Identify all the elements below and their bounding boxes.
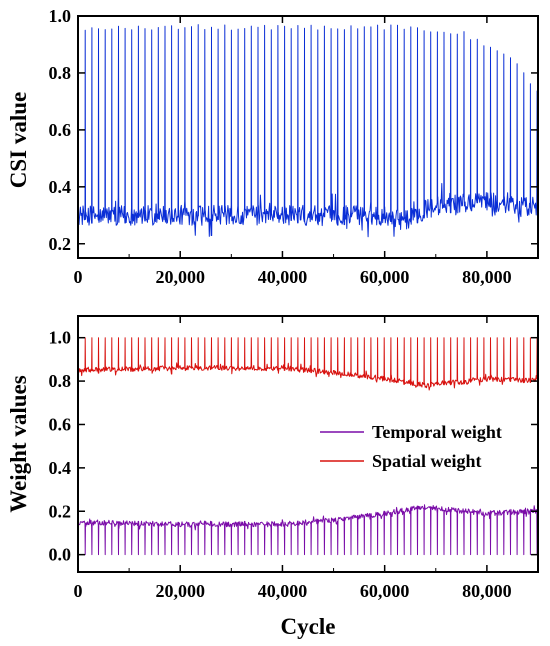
csi-ticks: 0 20,000 40,000 60,000 80,000 0.2 0.4 0.6 0.8 1.0 — [49, 6, 538, 287]
series-line-temporal-weight — [78, 504, 538, 556]
legend-label: Temporal weight — [372, 422, 502, 442]
csi-plot-frame — [77, 15, 539, 259]
x-tick-label: 0 — [74, 267, 83, 287]
csi-series-layer — [78, 24, 538, 238]
y-tick-label: 0.6 — [49, 414, 72, 434]
weight-y-axis-label: Weight values — [6, 375, 31, 512]
x-tick-label: 60,000 — [360, 581, 410, 601]
weight-chart: 0 20,000 40,000 60,000 80,000 0.0 0.2 0.4 0.6 0.8… — [6, 315, 539, 639]
y-tick-label: 0.2 — [49, 234, 72, 254]
x-tick-label: 0 — [74, 581, 83, 601]
series-line-csi — [78, 24, 538, 238]
weight-legend: Temporal weight Spatial weight — [320, 422, 502, 471]
weight-x-axis-label: Cycle — [281, 614, 336, 639]
csi-chart: 0 20,000 40,000 60,000 80,000 0.2 0.4 0.6 0.8 1.0… — [6, 6, 539, 287]
x-tick-label: 80,000 — [462, 267, 512, 287]
y-tick-label: 0.8 — [49, 371, 72, 391]
y-tick-label: 1.0 — [49, 6, 72, 26]
weight-series-layer — [78, 337, 538, 556]
x-tick-label: 60,000 — [360, 267, 410, 287]
legend-label: Spatial weight — [372, 451, 482, 471]
y-tick-label: 0.4 — [49, 177, 72, 197]
weight-ticks: 0 20,000 40,000 60,000 80,000 0.0 0.2 0.4 0.6 0.8… — [49, 316, 538, 601]
y-tick-label: 0.2 — [49, 501, 72, 521]
x-tick-label: 40,000 — [258, 267, 308, 287]
y-tick-label: 0.4 — [49, 458, 72, 478]
y-tick-label: 0.8 — [49, 63, 72, 83]
x-tick-label: 80,000 — [462, 581, 512, 601]
weight-plot-frame — [77, 315, 539, 573]
y-tick-label: 0.0 — [49, 545, 72, 565]
y-tick-label: 0.6 — [49, 120, 72, 140]
y-tick-label: 1.0 — [49, 328, 72, 348]
csi-y-axis-label: CSI value — [6, 92, 31, 189]
x-tick-label: 20,000 — [155, 581, 205, 601]
x-tick-label: 20,000 — [155, 267, 205, 287]
x-tick-label: 40,000 — [258, 581, 308, 601]
series-line-spatial-weight — [78, 337, 538, 391]
